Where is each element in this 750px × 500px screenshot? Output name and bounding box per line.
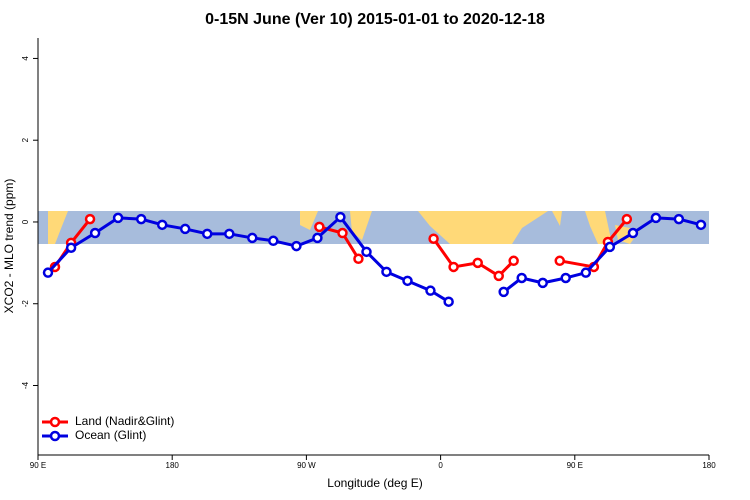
data-point [516,272,527,284]
legend-label: Land (Nadir&Glint) [75,414,174,428]
x-tick-label: 180 [166,461,180,470]
data-point [179,223,191,235]
y-tick-label: 0 [21,219,30,224]
data-point [247,232,258,244]
data-point [650,212,662,224]
data-point [335,211,346,223]
x-tick-label: 90 W [297,461,316,470]
data-point [472,257,483,269]
data-point [537,277,548,289]
data-point [112,212,124,224]
legend-marker [49,416,61,428]
y-tick-label: 4 [21,56,30,61]
x-tick-label: 90 E [567,461,583,470]
y-axis-label: XCO2 - MLO trend (ppm) [2,179,16,314]
legend-marker [49,430,61,442]
data-point [604,241,616,253]
data-point [402,275,413,287]
data-point [554,255,565,267]
data-point [89,227,101,239]
data-point [627,227,639,239]
data-point [425,285,436,296]
data-point [135,213,147,225]
x-tick-label: 0 [438,461,443,470]
data-point [201,228,213,240]
data-point [493,270,505,282]
y-tick-label: -2 [21,300,30,308]
data-point [268,235,279,247]
data-point [353,253,364,265]
data-point [448,261,459,273]
y-tick-label: -4 [21,381,30,389]
data-point [443,296,454,307]
data-point [673,213,685,225]
data-point [156,219,168,231]
data-point [65,242,77,253]
chart-title: 0-15N June (Ver 10) 2015-01-01 to 2020-1… [205,11,545,28]
data-point [428,233,439,244]
data-point [580,267,592,278]
data-point [337,227,348,239]
data-point [224,228,235,240]
data-point [84,213,96,225]
data-point [381,266,392,278]
data-point [42,267,54,278]
data-point [498,286,509,298]
legend-label: Ocean (Glint) [75,428,146,442]
y-tick-label: 2 [21,137,30,142]
x-axis-label: Longitude (deg E) [327,476,422,490]
data-point [361,246,372,258]
data-point [291,240,302,252]
data-point [312,232,323,244]
data-point [560,272,571,284]
data-point [508,255,519,267]
x-tick-label: 90 E [30,461,46,470]
data-point [314,221,325,233]
x-tick-label: 180 [702,461,716,470]
data-point [621,213,633,225]
data-point [695,219,707,231]
